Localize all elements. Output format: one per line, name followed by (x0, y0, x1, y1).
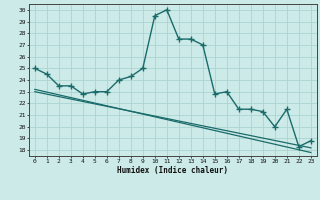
X-axis label: Humidex (Indice chaleur): Humidex (Indice chaleur) (117, 166, 228, 175)
